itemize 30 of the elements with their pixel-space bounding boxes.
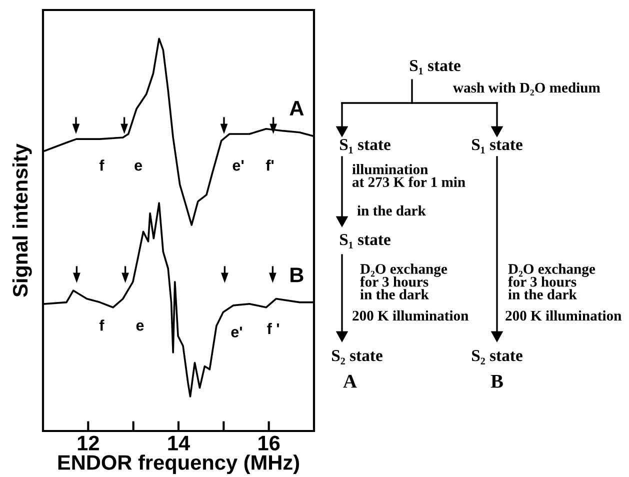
text: A bbox=[343, 374, 357, 388]
text: wash with D₂O medium bbox=[453, 82, 600, 96]
text: 200 K illumination bbox=[506, 310, 622, 321]
text: S₁ state bbox=[410, 60, 460, 74]
text: B bbox=[490, 374, 503, 388]
x-axis-title: ENDOR frequency (MHz) bbox=[58, 454, 300, 474]
annotation: f bbox=[99, 320, 104, 331]
annotation: e bbox=[134, 162, 142, 171]
x-tick-label: 16 bbox=[258, 436, 280, 450]
annotation: f bbox=[99, 160, 104, 171]
annotation: e' bbox=[231, 326, 242, 338]
text: 200 K illumination bbox=[352, 310, 468, 321]
text: in the dark bbox=[357, 205, 426, 216]
y-axis-title: Signal intensity bbox=[12, 144, 32, 297]
annotation: e bbox=[136, 322, 144, 331]
annotation: A bbox=[290, 101, 304, 116]
text: S₂ state bbox=[472, 350, 522, 364]
text: D₂O exchange for 3 hours in the dark bbox=[508, 264, 596, 300]
text: D₂O exchange for 3 hours in the dark bbox=[360, 264, 448, 300]
text: S₁ state bbox=[340, 234, 390, 248]
x-tick-label: 14 bbox=[168, 436, 190, 450]
x-tick-label: 12 bbox=[78, 436, 99, 450]
annotation: f' bbox=[266, 160, 274, 171]
annotation: B bbox=[290, 268, 304, 282]
text: S₁ state bbox=[340, 138, 390, 154]
text: illumination at 273 K for 1 min bbox=[352, 164, 466, 188]
text: S₂ state bbox=[332, 350, 382, 364]
text: S₁ state bbox=[472, 138, 522, 154]
annotation: f ' bbox=[267, 322, 279, 334]
annotation: e' bbox=[232, 160, 244, 171]
